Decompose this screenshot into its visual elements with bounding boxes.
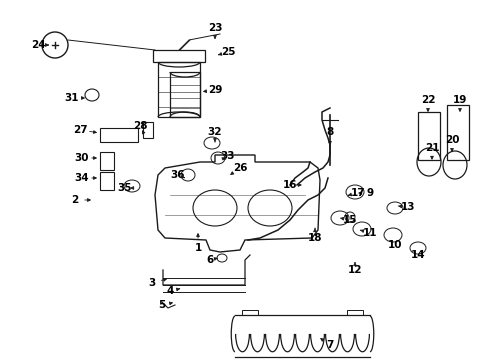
Text: 34: 34 — [75, 173, 89, 183]
Text: 4: 4 — [166, 286, 173, 296]
Text: 22: 22 — [420, 95, 434, 105]
Bar — [417, 112, 439, 160]
Text: 3: 3 — [148, 278, 155, 288]
Bar — [170, 72, 200, 117]
Text: 15: 15 — [342, 215, 357, 225]
Bar — [142, 122, 153, 138]
Text: 16: 16 — [282, 180, 297, 190]
Text: 6: 6 — [206, 255, 213, 265]
Text: 23: 23 — [207, 23, 222, 33]
Text: 36: 36 — [170, 170, 185, 180]
Text: 2: 2 — [71, 195, 79, 205]
Text: 25: 25 — [220, 47, 235, 57]
Text: 5: 5 — [158, 300, 165, 310]
Text: 8: 8 — [325, 127, 333, 137]
Text: 33: 33 — [220, 151, 235, 161]
Text: 24: 24 — [31, 40, 45, 50]
Text: 32: 32 — [207, 127, 222, 137]
Text: 7: 7 — [325, 340, 333, 350]
Text: 18: 18 — [307, 233, 322, 243]
Text: 1: 1 — [194, 243, 201, 253]
Text: 28: 28 — [132, 121, 147, 131]
Text: 21: 21 — [424, 143, 438, 153]
Text: 19: 19 — [452, 95, 466, 105]
Text: 14: 14 — [410, 250, 425, 260]
Text: 11: 11 — [362, 228, 376, 238]
Text: 20: 20 — [444, 135, 458, 145]
Text: 12: 12 — [347, 265, 362, 275]
Text: 31: 31 — [64, 93, 79, 103]
Text: 9: 9 — [366, 188, 373, 198]
Bar — [100, 152, 114, 170]
Text: 17: 17 — [350, 188, 365, 198]
Bar — [153, 50, 204, 62]
Text: 30: 30 — [75, 153, 89, 163]
Text: 10: 10 — [387, 240, 402, 250]
Bar — [346, 310, 362, 315]
Bar — [446, 105, 468, 160]
Text: 26: 26 — [232, 163, 247, 173]
Bar — [158, 62, 200, 117]
Text: 13: 13 — [400, 202, 414, 212]
Bar — [100, 172, 114, 190]
Text: 27: 27 — [73, 125, 87, 135]
Text: 35: 35 — [118, 183, 132, 193]
Text: 29: 29 — [207, 85, 222, 95]
Bar — [242, 310, 258, 315]
